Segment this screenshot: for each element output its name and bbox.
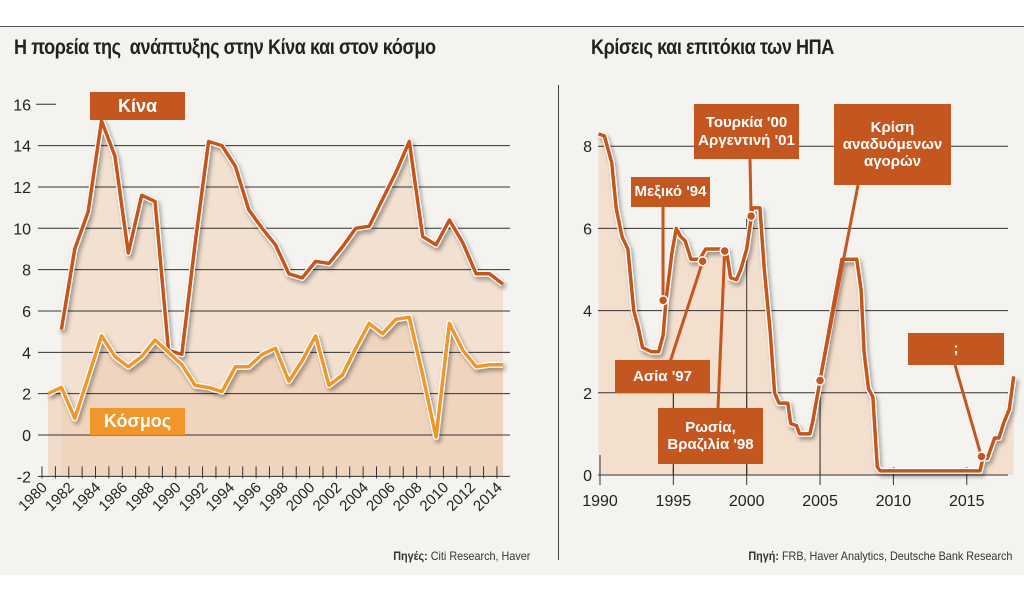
china-line <box>59 119 505 357</box>
rate-line <box>597 132 1016 473</box>
annotation-leader <box>716 250 727 409</box>
x-tick-label: 2010 <box>417 479 453 515</box>
source-label: Πηγή: <box>747 549 779 563</box>
annotation-russia-brazil: Ρωσία, Βραζιλία '98 <box>658 408 763 464</box>
world-line <box>47 315 503 439</box>
annotation-mexico: Μεξικό '94 <box>631 177 710 207</box>
left-chart-title: Η πορεία της ανάπτυξης στην Κίνα και στο… <box>14 36 436 59</box>
annotation-asia: Ασία '97 <box>615 360 710 393</box>
source-label: Πηγές: <box>392 549 428 563</box>
x-tick-label: 1986 <box>95 479 131 515</box>
world-line-group <box>46 314 503 441</box>
left-source: Πηγές: Citi Research, Haver <box>393 549 530 563</box>
y-tick-label: -2 <box>17 469 31 486</box>
y-tick-label: 14 <box>13 139 31 156</box>
x-tick-label: 1990 <box>149 479 185 515</box>
x-tick-label: 1998 <box>256 479 292 515</box>
right-chart-title: Κρίσεις και επιτόκια των ΗΠΑ <box>591 36 834 59</box>
annotation-marker <box>976 451 987 462</box>
x-tick-label: 2012 <box>443 479 479 515</box>
x-tick-label: 1996 <box>229 479 265 515</box>
y-tick-label: 4 <box>583 304 592 321</box>
y-tick-label: 16 <box>13 97 31 114</box>
x-tick-label: 1982 <box>42 479 78 515</box>
x-tick-label: 2014 <box>470 479 506 515</box>
rate-line-group <box>597 131 1017 474</box>
x-tick-label: 2008 <box>390 479 426 515</box>
x-tick-label: 1994 <box>203 479 239 515</box>
y-tick-label: 8 <box>583 139 592 156</box>
legend-label-china: Κίνα <box>90 92 185 120</box>
y-tick-label: 8 <box>22 263 31 280</box>
x-tick-label: 2004 <box>336 479 372 515</box>
y-tick-label: 2 <box>22 387 31 404</box>
annotation-turkey-argentina: Τουρκία '00 Αργεντινή '01 <box>694 104 799 159</box>
y-tick-label: 12 <box>13 180 31 197</box>
x-tick-label: 2002 <box>310 479 346 515</box>
annotation-emerging-markets: Κρίση αναδυόμενων αγορών <box>834 104 951 185</box>
source-text: FRB, Haver Analytics, Deutsche Bank Rese… <box>778 549 1012 563</box>
x-tick-label: 1984 <box>69 479 105 515</box>
x-tick-label: 2000 <box>283 479 319 515</box>
annotation-marker <box>745 210 757 222</box>
x-tick-label: 1992 <box>176 479 212 515</box>
annotation-leader <box>748 158 753 217</box>
x-tick-label: 1988 <box>122 479 158 515</box>
annotation-marker <box>697 256 708 267</box>
annotation-question: ; <box>908 333 1004 365</box>
x-tick-label: 1990 <box>582 493 618 510</box>
y-tick-label: 10 <box>13 221 31 238</box>
source-text: Citi Research, Haver <box>427 549 530 563</box>
y-tick-label: 0 <box>22 428 31 445</box>
right-source: Πηγή: FRB, Haver Analytics, Deutsche Ban… <box>748 549 1012 563</box>
x-tick-label: 1995 <box>656 493 692 510</box>
y-tick-label: 6 <box>22 304 31 321</box>
annotation-marker <box>719 245 730 257</box>
x-tick-label: 2015 <box>949 493 985 510</box>
y-tick-label: 2 <box>583 386 592 403</box>
annotation-marker <box>657 295 669 306</box>
y-tick-label: 6 <box>583 221 592 238</box>
x-tick-label: 2000 <box>729 493 765 510</box>
x-tick-label: 2010 <box>876 493 912 510</box>
china-line-group <box>58 117 505 358</box>
world-area <box>48 317 503 477</box>
y-tick-label: 4 <box>22 345 31 362</box>
annotation-marker <box>814 375 826 386</box>
x-tick-label: 2005 <box>802 493 838 510</box>
divider <box>558 85 559 560</box>
x-tick-label: 2006 <box>363 479 399 515</box>
y-tick-label: 0 <box>583 468 592 485</box>
legend-label-world: Κόσμος <box>90 408 185 435</box>
annotation-leader <box>953 364 983 457</box>
annotation-leader <box>818 184 860 381</box>
